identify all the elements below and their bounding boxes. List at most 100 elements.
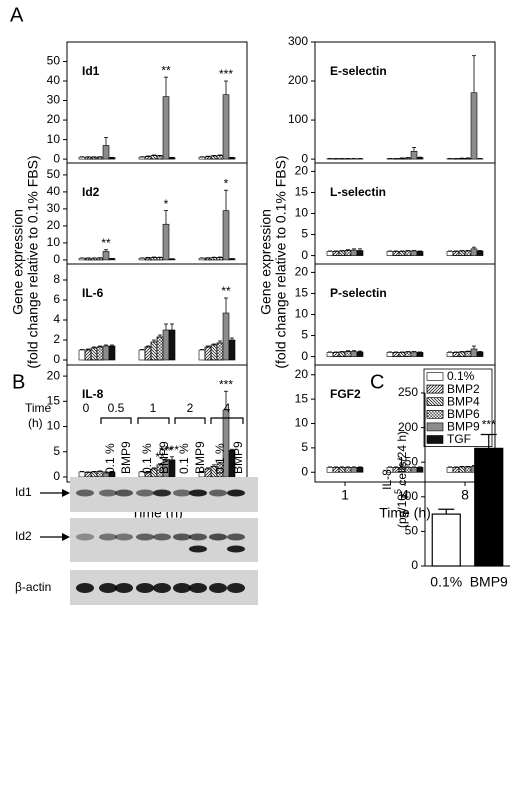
y-tick-label: 15 [47,393,61,407]
time-point: 0.5 [108,401,125,415]
bar-pattern [84,257,92,261]
y-axis-label: Gene expression [10,209,26,315]
y-tick-label: 10 [295,307,309,321]
x-axis-label: Time (h) [379,505,431,521]
bar-pattern [344,351,352,357]
time-point: 4 [224,401,231,415]
blot-band [99,489,117,497]
bar [168,157,176,160]
blot-band [136,533,154,541]
bar [326,467,334,473]
y-tick-label: 4 [53,312,60,326]
blot-band [153,489,171,497]
subplot-title: Id2 [82,185,100,199]
bar-pattern [332,467,340,473]
y-tick-label: 0 [301,464,308,478]
y-axis-label: Gene expression [258,209,274,315]
x-tick-label: 0.1% [430,574,462,590]
bar-pattern [96,257,104,261]
y-tick-label: 0 [301,248,308,262]
bar-pattern [150,341,158,361]
blot-band [99,583,117,593]
blot-band [115,533,133,541]
blot-band [153,583,171,593]
significance: * [224,176,229,190]
bar [410,351,418,357]
bar [138,156,146,160]
blot-band [136,583,154,593]
bar-pattern [90,156,98,160]
significance: ** [161,63,171,77]
y-tick-label: 300 [288,34,308,48]
panel-label: A [10,4,24,26]
bar [162,96,170,160]
lane-label: BMP9 [193,441,207,474]
bar [228,157,236,160]
blot-band [227,583,245,593]
significance: *** [482,418,496,432]
bar-pattern [404,351,412,357]
y-tick-label: 0 [53,151,60,165]
bar [416,157,424,160]
bar [446,467,454,473]
bracket [100,417,132,424]
bar-pattern [398,352,406,357]
bar [350,467,358,473]
bar [386,251,394,256]
subplot-title: IL-8 [82,387,104,401]
bar-pattern [338,467,346,473]
bar [350,351,358,357]
blot-band [115,583,133,593]
blot-arrow-head [62,533,70,541]
y-tick-label: 20 [47,368,61,382]
bar [326,352,334,357]
legend-swatch [426,422,444,432]
bar [222,210,230,261]
bar [78,156,86,160]
legend-label: BMP9 [447,420,480,434]
x-tick-label: 8 [461,487,469,503]
y-tick-label: 5 [53,444,60,458]
lane-label: 0.1 % [177,443,191,474]
bar-pattern [144,257,152,261]
bar-pattern [464,351,472,357]
bar-pattern [332,352,340,357]
bar-pattern [144,346,152,361]
blot-row-label: Id1 [15,485,32,499]
y-tick-label: 20 [47,218,61,232]
y-tick-label: 2 [53,332,60,346]
bar-pattern [452,467,460,473]
y-tick-label: 20 [47,112,61,126]
y-tick-label: 250 [398,385,418,399]
legend-swatch-pattern [426,397,444,407]
lane-label: 0.1 % [140,443,154,474]
y-tick-label: 50 [405,524,419,538]
y-tick-label: 200 [398,420,418,434]
bar-pattern [90,257,98,261]
bar-pattern [332,251,340,256]
y-tick-label: 50 [47,54,61,68]
bar [446,251,454,256]
legend-label: 0.1% [447,369,475,383]
plot-frame [314,263,496,366]
bar-pattern [84,472,92,478]
bar-pattern [96,471,104,478]
y-tick-label: 150 [398,454,418,468]
x-tick-label: BMP9 [470,574,508,590]
bar-pattern [398,251,406,256]
time-point: 1 [150,401,157,415]
y-axis-unit-part: cells/24 h) [395,431,409,489]
bar [356,250,364,256]
y-tick-label: 10 [295,416,309,430]
bar [356,351,364,357]
bar-pattern [96,156,104,160]
x-tick-label: 4 [401,487,409,503]
bar [198,156,206,160]
bar-pattern [338,250,346,256]
y-tick-label: 15 [295,185,309,199]
y-tick-label: 100 [288,112,308,126]
time-unit: (h) [28,416,43,430]
y-tick-label: 5 [301,227,308,241]
bar [326,251,334,256]
blot-band [173,583,191,593]
